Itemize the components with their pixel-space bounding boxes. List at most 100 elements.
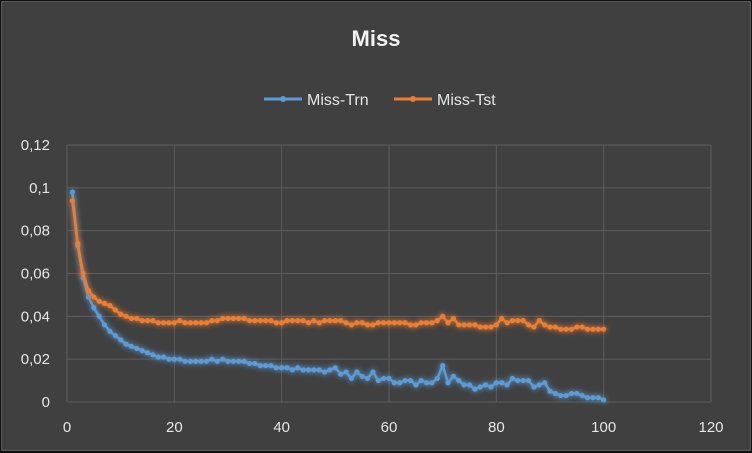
data-point: [477, 324, 483, 330]
data-point: [450, 315, 456, 322]
data-point: [300, 367, 306, 373]
data-point: [144, 318, 151, 324]
data-point: [456, 322, 462, 328]
data-point: [150, 318, 156, 324]
data-point: [203, 320, 210, 326]
legend-label: Miss-Tst: [437, 92, 496, 109]
data-point: [69, 189, 75, 195]
data-point: [279, 365, 285, 371]
data-point: [418, 377, 424, 384]
data-point: [563, 326, 569, 332]
data-point: [434, 318, 440, 324]
data-point: [85, 288, 92, 294]
data-point: [112, 307, 118, 313]
data-point: [128, 315, 134, 322]
data-point: [246, 360, 253, 367]
data-point: [386, 320, 392, 326]
data-point: [483, 382, 489, 388]
data-point: [203, 358, 210, 364]
data-point: [504, 320, 510, 326]
data-point: [230, 315, 236, 322]
data-point: [429, 380, 435, 386]
data-point: [568, 326, 575, 332]
data-point: [257, 362, 263, 369]
data-point: [423, 320, 430, 326]
data-point: [187, 320, 194, 326]
data-point: [364, 322, 371, 328]
data-point: [493, 380, 499, 386]
chart-title: Miss: [351, 26, 401, 51]
data-point: [171, 356, 177, 362]
data-point: [85, 294, 92, 300]
data-point: [429, 320, 435, 326]
data-point: [348, 375, 355, 382]
data-point: [375, 377, 381, 384]
data-point: [284, 318, 290, 324]
data-point: [579, 324, 585, 330]
data-point: [552, 390, 558, 397]
data-point: [493, 322, 499, 328]
data-point: [354, 369, 360, 375]
data-point: [220, 356, 226, 362]
data-point: [252, 318, 258, 324]
data-point: [391, 380, 397, 386]
data-point: [520, 377, 526, 384]
data-point: [338, 371, 344, 377]
data-point: [413, 322, 419, 328]
data-point: [268, 362, 274, 369]
data-point: [552, 324, 558, 330]
data-point: [579, 392, 585, 399]
data-point: [445, 320, 451, 326]
y-tick-label: 0,12: [21, 137, 50, 154]
data-point: [166, 320, 172, 326]
y-tick-label: 0: [42, 394, 50, 411]
data-point: [80, 270, 86, 277]
data-point: [584, 326, 591, 332]
data-point: [134, 315, 140, 322]
data-point: [220, 315, 226, 322]
data-point: [289, 367, 295, 373]
data-point: [155, 320, 161, 326]
data-point: [584, 395, 591, 401]
data-point: [418, 320, 424, 326]
data-point: [499, 380, 505, 386]
data-point: [542, 322, 548, 328]
data-point: [381, 320, 387, 326]
data-point: [456, 377, 462, 384]
data-point: [595, 326, 601, 332]
data-point: [139, 348, 145, 354]
data-point: [209, 356, 215, 362]
data-point: [262, 318, 269, 324]
data-point: [359, 373, 365, 379]
data-point: [536, 382, 542, 388]
data-point: [354, 320, 360, 326]
data-point: [402, 320, 408, 326]
data-point: [525, 377, 532, 384]
data-point: [461, 382, 467, 388]
data-point: [144, 350, 151, 356]
data-point: [214, 358, 220, 364]
data-point: [118, 337, 124, 343]
data-point: [322, 318, 328, 324]
y-tick-label: 0,02: [21, 351, 50, 368]
data-point: [499, 315, 505, 322]
data-point: [300, 318, 306, 324]
series-line: [71, 200, 604, 331]
data-point: [504, 382, 510, 388]
data-point: [295, 365, 301, 371]
data-point: [139, 318, 145, 324]
data-point: [327, 367, 333, 373]
data-point: [177, 356, 183, 362]
data-point: [91, 305, 97, 311]
data-point: [542, 380, 548, 386]
data-point: [359, 320, 365, 326]
data-point: [413, 382, 419, 388]
data-point: [590, 395, 596, 401]
data-point: [483, 324, 489, 330]
y-tick-label: 0,08: [21, 223, 50, 240]
data-point: [123, 313, 129, 319]
data-point: [96, 298, 102, 304]
data-point: [445, 380, 451, 386]
data-point: [75, 240, 81, 247]
data-point: [386, 375, 392, 382]
